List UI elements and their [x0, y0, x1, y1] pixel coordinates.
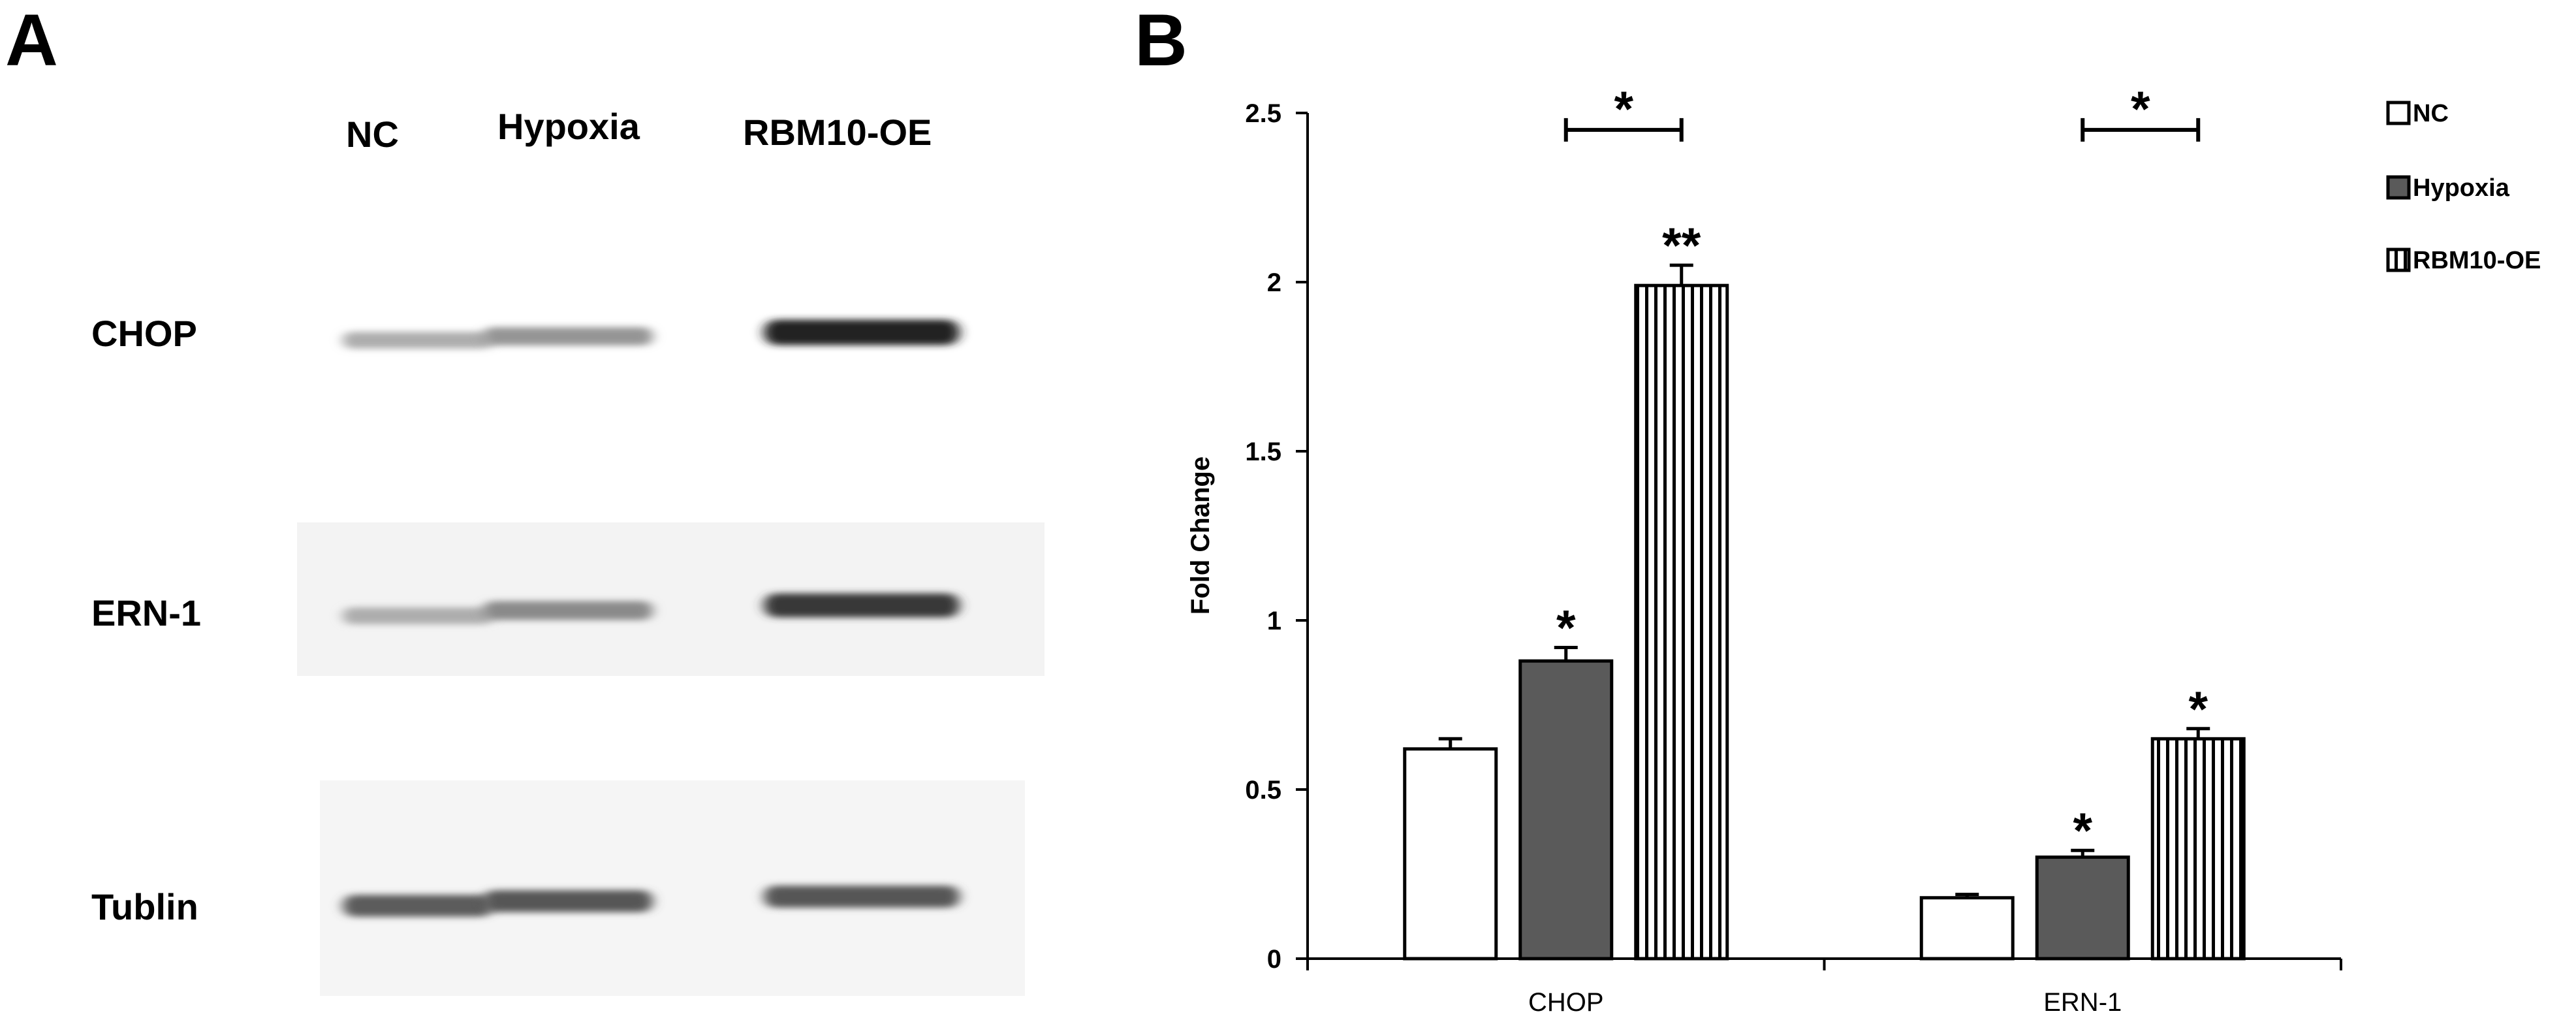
legend-swatch-rbm10-oe	[2386, 248, 2411, 272]
y-tick-label: 1	[1267, 607, 1281, 635]
blot-band-ern1-hypoxia	[483, 601, 653, 620]
bar-hypoxia-ern-1	[2035, 855, 2130, 961]
y-tick-label: 2.5	[1245, 99, 1281, 128]
row-label-ern1: ERN-1	[91, 592, 201, 633]
lane-label-nc: NC	[346, 114, 399, 155]
y-axis-label: Fold Change	[1186, 456, 1215, 615]
legend-label-nc: NC	[2413, 100, 2449, 127]
x-category-label: CHOP	[1528, 988, 1604, 1017]
y-tick-label: 1.5	[1245, 438, 1281, 466]
panel-b-letter: B	[1135, 0, 1187, 81]
panel-a-letter: A	[5, 0, 58, 81]
bar-nc-chop	[1403, 747, 1498, 961]
bar-hypoxia-chop	[1518, 659, 1614, 961]
row-label-chop: CHOP	[91, 313, 197, 354]
blot-row-labels: CHOP ERN-1 Tublin	[91, 313, 201, 927]
bar-nc-ern-1	[1919, 896, 2015, 961]
significance-mark: *	[2073, 803, 2092, 859]
bar-rbm10-oe-ern-1	[2150, 737, 2246, 961]
blot-bands	[343, 319, 960, 917]
blot-band-ern1-nc	[343, 607, 493, 624]
legend-swatch-nc	[2386, 101, 2411, 125]
blot-band-tublin-hypoxia	[483, 890, 653, 912]
legend-label-rbm10-oe: RBM10-OE	[2413, 247, 2541, 274]
bracket-significance-mark: *	[1614, 82, 1633, 137]
legend-swatch-hypoxia	[2386, 175, 2411, 200]
blot-band-chop-rbm10-oe	[764, 319, 960, 345]
y-tick-label: 0	[1267, 945, 1281, 974]
significance-mark: **	[1662, 218, 1701, 274]
significance-mark: *	[2188, 682, 2208, 737]
legend: NC Hypoxia RBM10-OE	[2386, 100, 2541, 274]
blot-band-tublin-nc	[343, 895, 493, 917]
row-label-tublin: Tublin	[91, 886, 198, 927]
blot-band-chop-nc	[343, 332, 493, 349]
blot-lane-labels: NC Hypoxia RBM10-OE	[346, 106, 932, 155]
bar-rbm10-oe-chop	[1634, 283, 1729, 961]
significance-mark: *	[1556, 600, 1576, 656]
legend-label-hypoxia: Hypoxia	[2413, 174, 2510, 202]
blot-band-chop-hypoxia	[483, 327, 653, 345]
bracket-significance-mark: *	[2131, 82, 2150, 137]
lane-label-hypoxia: Hypoxia	[497, 106, 640, 147]
lane-label-rbm10-oe: RBM10-OE	[743, 112, 932, 153]
x-category-label: ERN-1	[2043, 988, 2122, 1017]
blot-band-ern1-rbm10-oe	[764, 593, 960, 618]
blot-band-tublin-rbm10-oe	[764, 886, 960, 908]
y-tick-label: 2	[1267, 268, 1281, 297]
y-tick-label: 0.5	[1245, 776, 1281, 805]
